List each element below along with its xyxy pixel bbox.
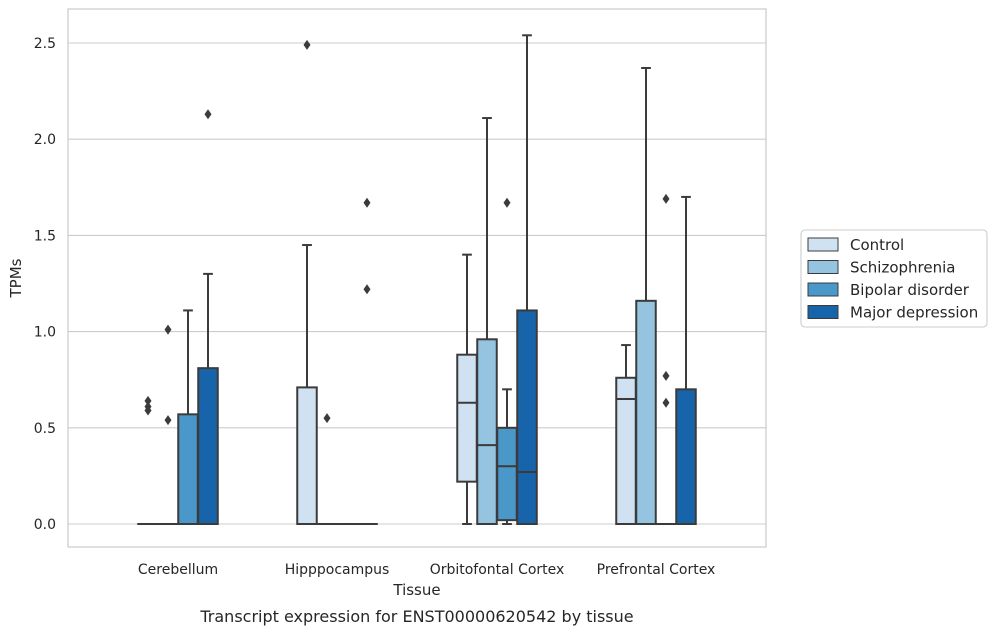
- y-tick-label: 1.5: [34, 228, 56, 244]
- box-0-2: [177, 309, 199, 525]
- legend-entry: Bipolar disorder: [850, 281, 970, 299]
- outlier-point: [303, 39, 311, 50]
- box-2-0: [456, 253, 478, 525]
- x-axis-label: Tissue: [392, 581, 440, 599]
- box-3-3: [675, 195, 697, 525]
- box-body: [635, 299, 657, 526]
- legend-swatch: [807, 282, 839, 297]
- y-tick-label: 2.5: [34, 36, 56, 52]
- outlier-point: [503, 197, 511, 208]
- y-axis-label: TPMs: [7, 258, 25, 298]
- box-2-1: [476, 117, 498, 525]
- x-tick-label: Cerebellum: [138, 562, 218, 578]
- box-body: [197, 367, 219, 525]
- legend-entry: Major depression: [850, 304, 978, 322]
- y-tick-label: 0.0: [34, 517, 56, 533]
- x-tick-label: Hipppocampus: [285, 562, 390, 578]
- legend: Control Schizophrenia Bipolar disorder Majo…: [800, 229, 988, 328]
- box-body: [516, 309, 538, 525]
- legend-swatch: [807, 260, 839, 274]
- y-tick-label: 1.0: [34, 325, 56, 341]
- legend-swatch: [807, 237, 839, 252]
- outlier-point: [323, 413, 331, 424]
- y-tick-label: 0.5: [34, 421, 56, 437]
- legend-entry: Schizophrenia: [850, 259, 955, 277]
- box-0-0: [137, 395, 159, 526]
- chart-caption: Transcript expression for ENST0000062054…: [199, 607, 633, 626]
- box-0-3: [197, 109, 219, 525]
- box-3-2: [655, 193, 677, 526]
- box-2-3: [516, 34, 538, 525]
- box-2-2: [496, 197, 518, 525]
- box-groups: [137, 34, 697, 526]
- box-body: [296, 386, 318, 525]
- box-3-0: [615, 344, 637, 525]
- outlier-point: [144, 405, 152, 416]
- box-1-3: [356, 197, 378, 526]
- box-1-1: [316, 413, 338, 526]
- box-0-1: [157, 324, 179, 526]
- outlier-point: [164, 324, 172, 335]
- x-axis-ticks: Cerebellum Hipppocampus Orbitofontal Corte…: [138, 562, 715, 578]
- legend-frame: [800, 229, 988, 328]
- box-3-1: [635, 67, 657, 526]
- outlier-point: [164, 415, 172, 426]
- box-body: [177, 413, 199, 525]
- box-body: [496, 426, 518, 522]
- legend-swatch: [807, 305, 839, 319]
- x-tick-label: Orbitofontal Cortex: [430, 562, 565, 578]
- outlier-point: [662, 397, 670, 408]
- outlier-point: [662, 370, 670, 381]
- box-body: [456, 353, 478, 483]
- outlier-point: [662, 193, 670, 204]
- x-tick-label: Prefrontal Cortex: [597, 562, 716, 578]
- box-body: [476, 338, 498, 525]
- y-axis-ticks: 0.0 0.5 1.0 1.5 2.0 2.5: [34, 36, 56, 533]
- box-1-0: [296, 39, 318, 525]
- gridlines: [68, 42, 766, 525]
- outlier-point: [363, 284, 371, 295]
- box-body: [675, 388, 697, 525]
- y-tick-label: 2.0: [34, 132, 56, 148]
- plot-frame: [67, 8, 767, 548]
- legend-entry: Control: [850, 236, 904, 254]
- outlier-point: [204, 109, 212, 120]
- outlier-point: [144, 395, 152, 406]
- outlier-point: [363, 197, 371, 208]
